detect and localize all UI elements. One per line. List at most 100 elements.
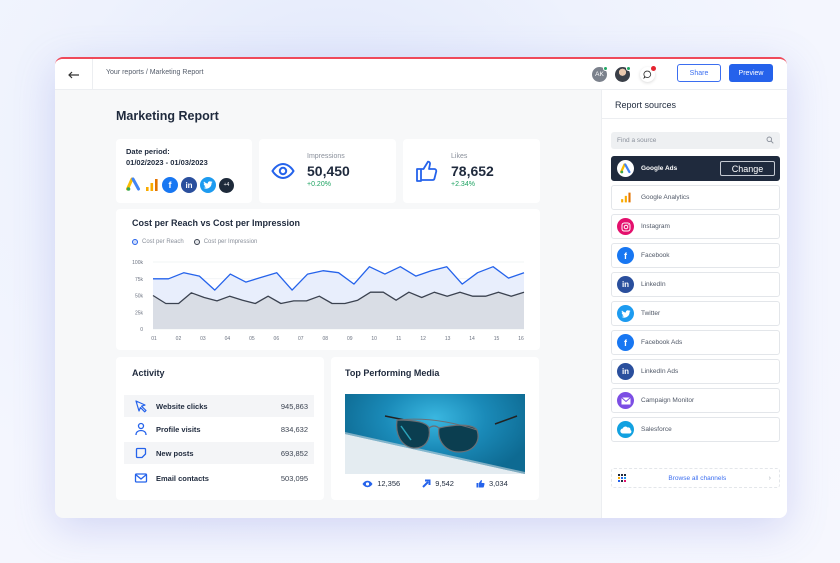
svg-text:75k: 75k — [135, 277, 144, 283]
online-indicator — [626, 66, 631, 71]
change-source-button[interactable]: Change — [720, 161, 775, 176]
breadcrumb[interactable]: Your reports / Marketing Report — [106, 69, 204, 76]
legend-item-impression[interactable]: Cost per Impression — [193, 239, 258, 245]
legend-marker — [132, 239, 138, 245]
thumbs-up-icon — [416, 160, 438, 182]
date-period-card: Date period: 01/02/2023 - 01/03/2023 f i… — [116, 139, 252, 203]
source-label: Instagram — [641, 223, 670, 230]
activity-row: Profile visits 834,632 — [124, 418, 314, 440]
panel-title: Report sources — [615, 100, 677, 110]
more-sources-badge[interactable]: +4 — [219, 177, 234, 193]
svg-text:25k: 25k — [135, 310, 144, 316]
kpi-card-likes: Likes 78,652 +2.34% — [403, 139, 540, 203]
activity-row: Website clicks 945,863 — [124, 395, 314, 417]
google-ads-icon — [617, 160, 634, 177]
source-linkedin-ads[interactable]: in LinkedIn Ads — [611, 359, 780, 384]
media-image-sunglasses[interactable] — [345, 394, 525, 474]
source-label: Facebook Ads — [641, 339, 683, 346]
comments-button[interactable] — [640, 66, 656, 82]
note-icon — [135, 447, 147, 459]
activity-title: Activity — [132, 368, 165, 378]
activity-value: 945,863 — [280, 401, 308, 411]
instagram-icon — [617, 218, 634, 235]
preview-button[interactable]: Preview — [729, 64, 773, 82]
svg-text:04: 04 — [225, 336, 231, 342]
svg-text:16: 16 — [518, 336, 524, 342]
linkedin-ads-icon: in — [617, 363, 634, 380]
source-google-analytics[interactable]: Google Analytics — [611, 185, 780, 210]
activity-row: Email contacts 503,095 — [124, 467, 314, 489]
twitter-icon — [617, 305, 634, 322]
chart-title: Cost per Reach vs Cost per Impression — [132, 218, 301, 228]
kpi-delta: +2.34% — [451, 181, 475, 188]
activity-card: Activity Website clicks 945,863 Profile … — [116, 357, 324, 500]
top-bar: Your reports / Marketing Report AK Share… — [55, 59, 787, 90]
media-shares: 9,542 — [422, 479, 454, 488]
reach-line — [153, 266, 525, 291]
app-window: Your reports / Marketing Report AK Share… — [55, 57, 787, 518]
thumbs-up-icon — [476, 479, 485, 488]
likes-count: 3,034 — [488, 479, 508, 488]
svg-text:100k: 100k — [132, 260, 143, 266]
media-views: 12,356 — [362, 479, 400, 488]
browse-label: Browse all channels — [668, 474, 727, 482]
source-facebook[interactable]: f Facebook — [611, 243, 780, 268]
avatar-photo[interactable] — [615, 66, 631, 82]
activity-label: Website clicks — [156, 401, 208, 411]
chat-bubble-icon — [643, 70, 652, 79]
source-instagram[interactable]: Instagram — [611, 214, 780, 239]
cursor-icon — [135, 400, 147, 413]
kpi-delta: +0.20% — [307, 181, 331, 188]
source-linkedin[interactable]: in LinkedIn — [611, 272, 780, 297]
shares-count: 9,542 — [435, 479, 454, 488]
legend-label: Cost per Impression — [203, 239, 258, 245]
svg-text:03: 03 — [200, 336, 206, 342]
svg-text:07: 07 — [298, 336, 304, 342]
source-label: Twitter — [641, 310, 661, 317]
activity-label: New posts — [156, 448, 194, 458]
facebook-icon: f — [617, 247, 634, 264]
browse-all-channels-button[interactable]: Browse all channels › — [611, 468, 780, 488]
legend-label: Cost per Reach — [142, 239, 184, 245]
views-count: 12,356 — [377, 479, 401, 488]
activity-value: 834,632 — [280, 424, 308, 434]
source-campaign-monitor[interactable]: Campaign Monitor — [611, 388, 780, 413]
envelope-icon — [134, 473, 148, 483]
source-twitter[interactable]: Twitter — [611, 301, 780, 326]
source-google-ads[interactable]: Google Ads Change — [611, 156, 780, 181]
eye-icon — [271, 162, 295, 180]
facebook-ads-icon: f — [617, 334, 634, 351]
svg-text:50k: 50k — [135, 294, 144, 300]
kpi-label: Likes — [451, 153, 468, 160]
media-title: Top Performing Media — [345, 368, 440, 378]
search-icon — [766, 136, 774, 144]
share-arrow-icon — [422, 479, 431, 488]
source-salesforce[interactable]: Salesforce — [611, 417, 780, 442]
kpi-card-impressions: Impressions 50,450 +0.20% — [259, 139, 396, 203]
date-period-label: Date period: — [126, 147, 170, 156]
source-search-input[interactable]: Find a source — [611, 132, 780, 149]
google-analytics-icon — [146, 179, 158, 191]
svg-text:12: 12 — [420, 336, 426, 342]
connected-sources: f in +4 — [126, 177, 234, 193]
back-button[interactable] — [55, 59, 93, 90]
report-sources-panel: Report sources Find a source Google Ads … — [601, 90, 787, 518]
source-label: Facebook — [641, 252, 670, 259]
source-label: Google Analytics — [641, 194, 690, 201]
svg-text:09: 09 — [347, 336, 353, 342]
svg-text:0: 0 — [140, 327, 143, 333]
svg-text:08: 08 — [322, 336, 328, 342]
legend-marker — [193, 239, 200, 245]
source-facebook-ads[interactable]: f Facebook Ads — [611, 330, 780, 355]
svg-text:02: 02 — [176, 336, 182, 342]
salesforce-icon — [617, 421, 634, 438]
source-label: Campaign Monitor — [641, 397, 695, 404]
date-period-value[interactable]: 01/02/2023 - 01/03/2023 — [126, 158, 208, 167]
avatar-ak[interactable]: AK — [592, 66, 608, 82]
media-stats: 12,356 9,542 3,034 — [345, 479, 525, 488]
share-button[interactable]: Share — [677, 64, 721, 82]
activity-value: 693,852 — [280, 448, 308, 458]
svg-text:06: 06 — [274, 336, 280, 342]
line-chart[interactable]: 0 25k 50k 75k 100k 01 02 03 04 05 06 07 08 09 10 11 12 13… — [116, 209, 540, 350]
legend-item-reach[interactable]: Cost per Reach — [132, 239, 184, 245]
